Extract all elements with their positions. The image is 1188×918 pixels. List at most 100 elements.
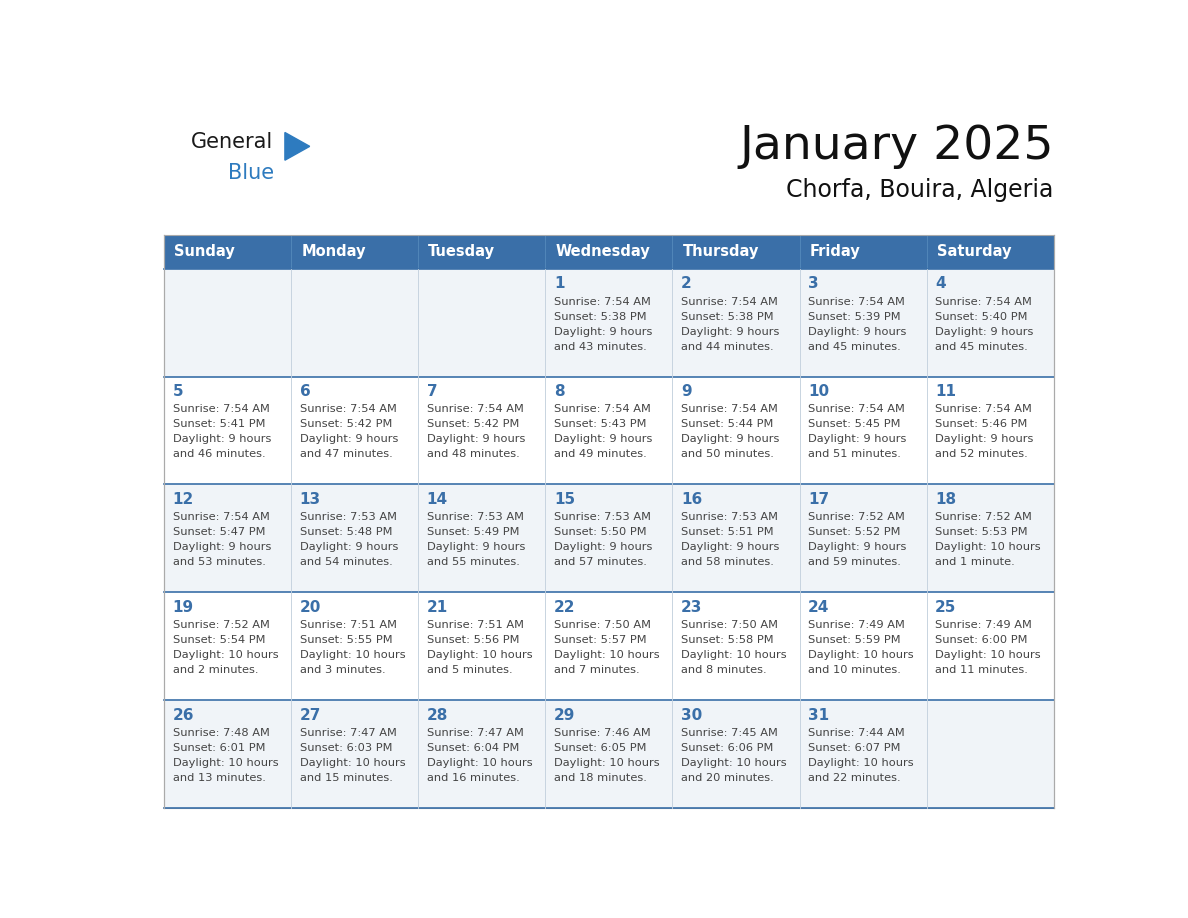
Text: and 52 minutes.: and 52 minutes. xyxy=(935,449,1028,459)
Text: and 59 minutes.: and 59 minutes. xyxy=(808,557,901,567)
Bar xyxy=(164,269,1054,376)
Text: Daylight: 9 hours: Daylight: 9 hours xyxy=(681,543,779,552)
Text: Sunset: 5:49 PM: Sunset: 5:49 PM xyxy=(426,527,519,537)
Text: Sunrise: 7:49 AM: Sunrise: 7:49 AM xyxy=(935,620,1032,630)
Bar xyxy=(418,235,545,269)
Text: Saturday: Saturday xyxy=(936,244,1011,260)
Text: Sunset: 5:43 PM: Sunset: 5:43 PM xyxy=(554,420,646,430)
Text: Sunset: 6:00 PM: Sunset: 6:00 PM xyxy=(935,635,1028,645)
Text: and 7 minutes.: and 7 minutes. xyxy=(554,665,639,675)
Text: Daylight: 10 hours: Daylight: 10 hours xyxy=(426,650,532,660)
Text: 27: 27 xyxy=(299,708,321,722)
Text: Sunset: 5:53 PM: Sunset: 5:53 PM xyxy=(935,527,1028,537)
Text: 28: 28 xyxy=(426,708,448,722)
Text: Sunset: 5:48 PM: Sunset: 5:48 PM xyxy=(299,527,392,537)
Bar xyxy=(164,235,291,269)
Text: Sunset: 5:44 PM: Sunset: 5:44 PM xyxy=(681,420,773,430)
Text: Sunset: 6:06 PM: Sunset: 6:06 PM xyxy=(681,743,773,753)
Text: Daylight: 9 hours: Daylight: 9 hours xyxy=(554,543,652,552)
Text: and 57 minutes.: and 57 minutes. xyxy=(554,557,646,567)
Text: Thursday: Thursday xyxy=(682,244,759,260)
Text: Sunrise: 7:54 AM: Sunrise: 7:54 AM xyxy=(426,404,524,414)
Text: 18: 18 xyxy=(935,492,956,507)
Text: and 44 minutes.: and 44 minutes. xyxy=(681,341,773,352)
Text: Sunrise: 7:54 AM: Sunrise: 7:54 AM xyxy=(808,297,905,307)
Text: 1: 1 xyxy=(554,276,564,292)
Text: and 2 minutes.: and 2 minutes. xyxy=(172,665,258,675)
Text: Daylight: 10 hours: Daylight: 10 hours xyxy=(808,650,914,660)
Text: Sunrise: 7:54 AM: Sunrise: 7:54 AM xyxy=(554,297,651,307)
Text: Sunset: 5:38 PM: Sunset: 5:38 PM xyxy=(681,311,773,321)
Text: Sunrise: 7:54 AM: Sunrise: 7:54 AM xyxy=(554,404,651,414)
Text: Sunset: 5:51 PM: Sunset: 5:51 PM xyxy=(681,527,773,537)
Text: 31: 31 xyxy=(808,708,829,722)
Text: and 22 minutes.: and 22 minutes. xyxy=(808,773,901,783)
Text: and 53 minutes.: and 53 minutes. xyxy=(172,557,265,567)
Text: 6: 6 xyxy=(299,385,310,399)
Text: Sunset: 6:03 PM: Sunset: 6:03 PM xyxy=(299,743,392,753)
Text: Sunrise: 7:51 AM: Sunrise: 7:51 AM xyxy=(299,620,397,630)
Text: and 43 minutes.: and 43 minutes. xyxy=(554,341,646,352)
Text: Sunset: 5:40 PM: Sunset: 5:40 PM xyxy=(935,311,1028,321)
Text: and 16 minutes.: and 16 minutes. xyxy=(426,773,519,783)
Text: Sunrise: 7:54 AM: Sunrise: 7:54 AM xyxy=(935,297,1032,307)
Text: Sunset: 5:50 PM: Sunset: 5:50 PM xyxy=(554,527,646,537)
Bar xyxy=(291,235,418,269)
Text: January 2025: January 2025 xyxy=(739,124,1054,169)
Text: Sunset: 5:46 PM: Sunset: 5:46 PM xyxy=(935,420,1028,430)
Text: Daylight: 9 hours: Daylight: 9 hours xyxy=(681,434,779,444)
Text: Daylight: 10 hours: Daylight: 10 hours xyxy=(299,650,405,660)
Text: Daylight: 10 hours: Daylight: 10 hours xyxy=(299,757,405,767)
Text: 4: 4 xyxy=(935,276,946,292)
Text: Sunset: 5:56 PM: Sunset: 5:56 PM xyxy=(426,635,519,645)
Text: 14: 14 xyxy=(426,492,448,507)
Text: Daylight: 10 hours: Daylight: 10 hours xyxy=(808,757,914,767)
Text: 10: 10 xyxy=(808,385,829,399)
Text: and 10 minutes.: and 10 minutes. xyxy=(808,665,901,675)
Text: General: General xyxy=(191,131,273,151)
Text: Daylight: 9 hours: Daylight: 9 hours xyxy=(808,327,906,337)
Text: Daylight: 10 hours: Daylight: 10 hours xyxy=(935,650,1041,660)
Text: Daylight: 9 hours: Daylight: 9 hours xyxy=(299,434,398,444)
Text: Daylight: 9 hours: Daylight: 9 hours xyxy=(426,434,525,444)
Bar xyxy=(164,485,1054,592)
Text: Sunrise: 7:46 AM: Sunrise: 7:46 AM xyxy=(554,728,651,738)
Text: Sunset: 5:52 PM: Sunset: 5:52 PM xyxy=(808,527,901,537)
Text: Sunset: 5:54 PM: Sunset: 5:54 PM xyxy=(172,635,265,645)
Text: 21: 21 xyxy=(426,599,448,615)
Text: Sunset: 5:59 PM: Sunset: 5:59 PM xyxy=(808,635,901,645)
Text: Daylight: 10 hours: Daylight: 10 hours xyxy=(426,757,532,767)
Text: Daylight: 10 hours: Daylight: 10 hours xyxy=(554,757,659,767)
Text: 17: 17 xyxy=(808,492,829,507)
Text: Sunset: 5:42 PM: Sunset: 5:42 PM xyxy=(426,420,519,430)
Text: Daylight: 9 hours: Daylight: 9 hours xyxy=(935,434,1034,444)
Text: Daylight: 10 hours: Daylight: 10 hours xyxy=(554,650,659,660)
Text: Sunrise: 7:53 AM: Sunrise: 7:53 AM xyxy=(426,512,524,522)
Text: and 3 minutes.: and 3 minutes. xyxy=(299,665,385,675)
Text: Sunrise: 7:54 AM: Sunrise: 7:54 AM xyxy=(681,404,778,414)
Text: Sunset: 5:55 PM: Sunset: 5:55 PM xyxy=(299,635,392,645)
Text: and 50 minutes.: and 50 minutes. xyxy=(681,449,773,459)
Text: 12: 12 xyxy=(172,492,194,507)
Text: and 18 minutes.: and 18 minutes. xyxy=(554,773,646,783)
Text: Sunrise: 7:54 AM: Sunrise: 7:54 AM xyxy=(935,404,1032,414)
Text: Blue: Blue xyxy=(228,162,274,183)
Text: 25: 25 xyxy=(935,599,956,615)
Text: Daylight: 9 hours: Daylight: 9 hours xyxy=(554,327,652,337)
Text: Daylight: 10 hours: Daylight: 10 hours xyxy=(935,543,1041,552)
Text: Sunrise: 7:50 AM: Sunrise: 7:50 AM xyxy=(681,620,778,630)
Text: 20: 20 xyxy=(299,599,321,615)
Bar xyxy=(164,592,1054,700)
Text: Sunset: 5:58 PM: Sunset: 5:58 PM xyxy=(681,635,773,645)
Text: Daylight: 10 hours: Daylight: 10 hours xyxy=(681,650,786,660)
Text: and 5 minutes.: and 5 minutes. xyxy=(426,665,512,675)
Text: Sunset: 5:45 PM: Sunset: 5:45 PM xyxy=(808,420,901,430)
Text: Sunrise: 7:45 AM: Sunrise: 7:45 AM xyxy=(681,728,778,738)
Polygon shape xyxy=(285,132,310,161)
Text: and 48 minutes.: and 48 minutes. xyxy=(426,449,519,459)
Text: Daylight: 9 hours: Daylight: 9 hours xyxy=(681,327,779,337)
Text: Sunrise: 7:53 AM: Sunrise: 7:53 AM xyxy=(299,512,397,522)
Bar xyxy=(672,235,800,269)
Text: Sunset: 6:04 PM: Sunset: 6:04 PM xyxy=(426,743,519,753)
Text: Daylight: 10 hours: Daylight: 10 hours xyxy=(172,650,278,660)
